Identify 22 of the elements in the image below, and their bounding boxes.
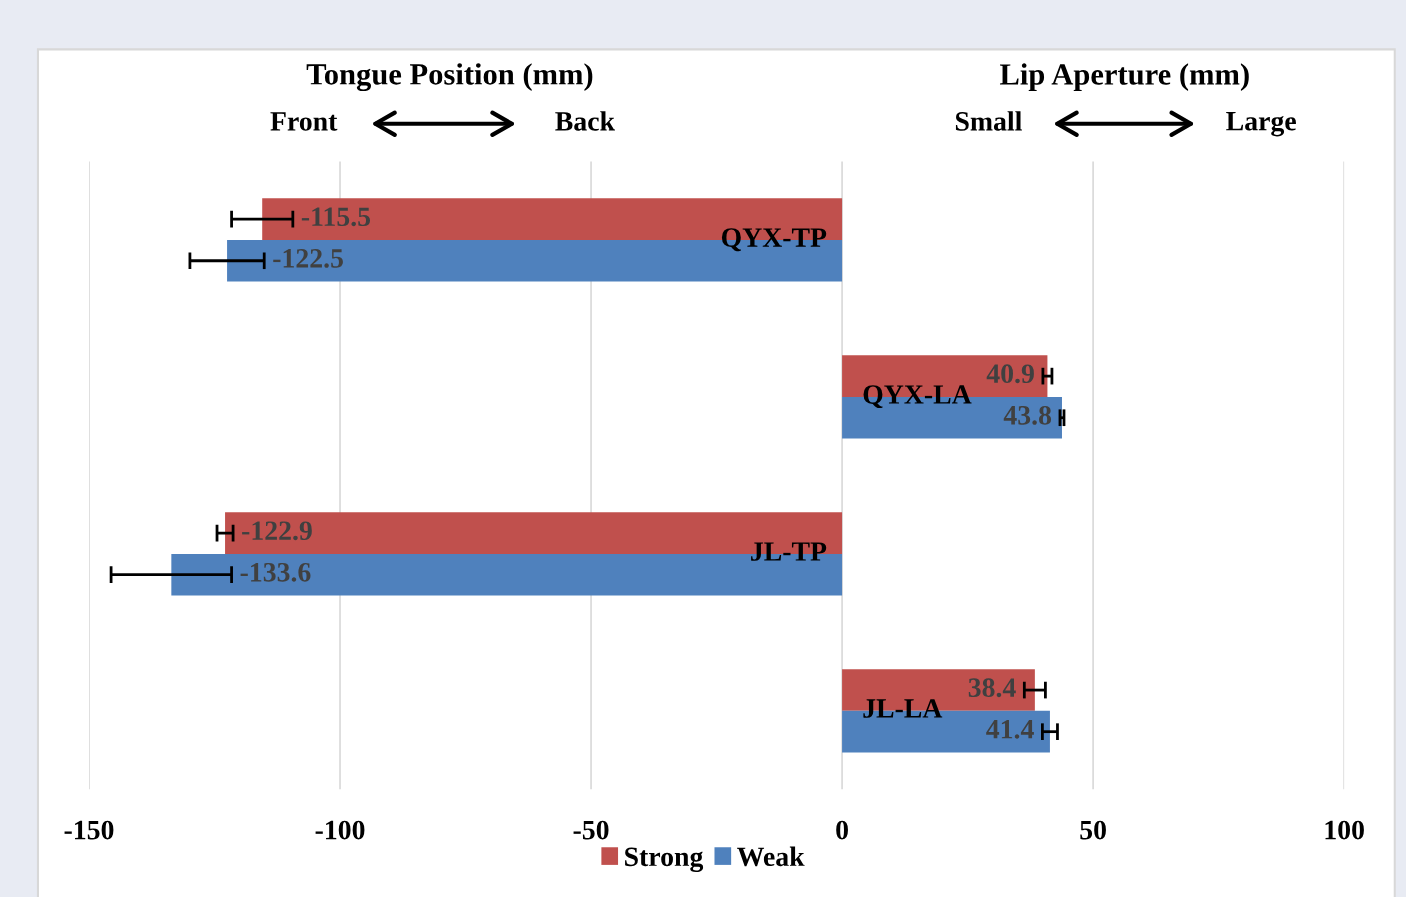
- x-tick-label: 100: [1325, 820, 1364, 840]
- text: Tongue Position (mm): [306, 63, 593, 92]
- x-tick-label: -150: [64, 820, 114, 840]
- data-label: -122.9: [242, 521, 312, 541]
- legend-label: Strong: [625, 847, 704, 872]
- x-tick-label: 50: [1080, 820, 1106, 840]
- data-label: -115.5: [301, 207, 371, 227]
- data-label: 38.4: [968, 678, 1016, 698]
- text: Small: [955, 111, 1022, 131]
- text: Lip Aperture (mm): [999, 63, 1249, 91]
- x-tick-label: -50: [573, 820, 609, 840]
- data-label: -133.6: [240, 562, 311, 582]
- text: Large: [1226, 112, 1296, 137]
- legend-label: Weak: [737, 846, 805, 867]
- data-label: -122.5: [273, 249, 343, 268]
- data-label: 41.4: [986, 720, 1034, 739]
- x-tick-label: -100: [315, 820, 365, 840]
- text: Front: [270, 112, 338, 131]
- x-tick-label: 0: [836, 820, 848, 840]
- data-label: 43.8: [1003, 405, 1052, 425]
- text: Back: [555, 111, 615, 131]
- data-label: 40.9: [986, 364, 1034, 384]
